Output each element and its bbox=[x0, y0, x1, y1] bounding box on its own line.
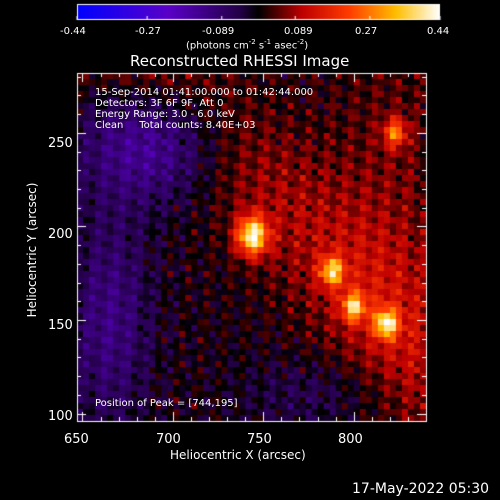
colorbar-tick-1: -0.44 bbox=[60, 26, 86, 37]
colorbar-tick-2: -0.27 bbox=[135, 26, 161, 37]
y-tick-250: 250 bbox=[48, 136, 73, 151]
annotation-counts: Clean Total counts: 8.40E+03 bbox=[95, 120, 256, 131]
colorbar-unit-label: (photons cm-2 s-1 asec-2) bbox=[186, 38, 309, 52]
annotation-detectors: Detectors: 3F 6F 9F, Att 0 bbox=[95, 98, 224, 109]
y-tick-100: 100 bbox=[48, 409, 73, 424]
y-tick-150: 150 bbox=[48, 318, 73, 333]
x-tick-750: 750 bbox=[247, 432, 272, 447]
footer-timestamp: 17-May-2022 05:30 bbox=[352, 481, 490, 497]
y-axis-label: Heliocentric Y (arcsec) bbox=[25, 182, 39, 318]
colorbar-tick-4: 0.089 bbox=[284, 26, 313, 37]
x-tick-700: 700 bbox=[156, 432, 181, 447]
x-axis-label: Heliocentric X (arcsec) bbox=[170, 448, 306, 462]
annotation-peak: Position of Peak = [744,195] bbox=[95, 398, 238, 409]
chart-title: Reconstructed RHESSI Image bbox=[130, 52, 350, 70]
annotation-energy: Energy Range: 3.0 - 6.0 keV bbox=[95, 109, 235, 120]
y-tick-200: 200 bbox=[48, 227, 73, 242]
x-tick-800: 800 bbox=[338, 432, 363, 447]
colorbar-tick-3: -0.089 bbox=[202, 26, 235, 37]
x-tick-650: 650 bbox=[64, 432, 89, 447]
colorbar-tick-6: 0.44 bbox=[427, 26, 450, 37]
colorbar-tick-5: 0.27 bbox=[355, 26, 378, 37]
annotation-time: 15-Sep-2014 01:41:00.000 to 01:42:44.000 bbox=[95, 87, 314, 98]
